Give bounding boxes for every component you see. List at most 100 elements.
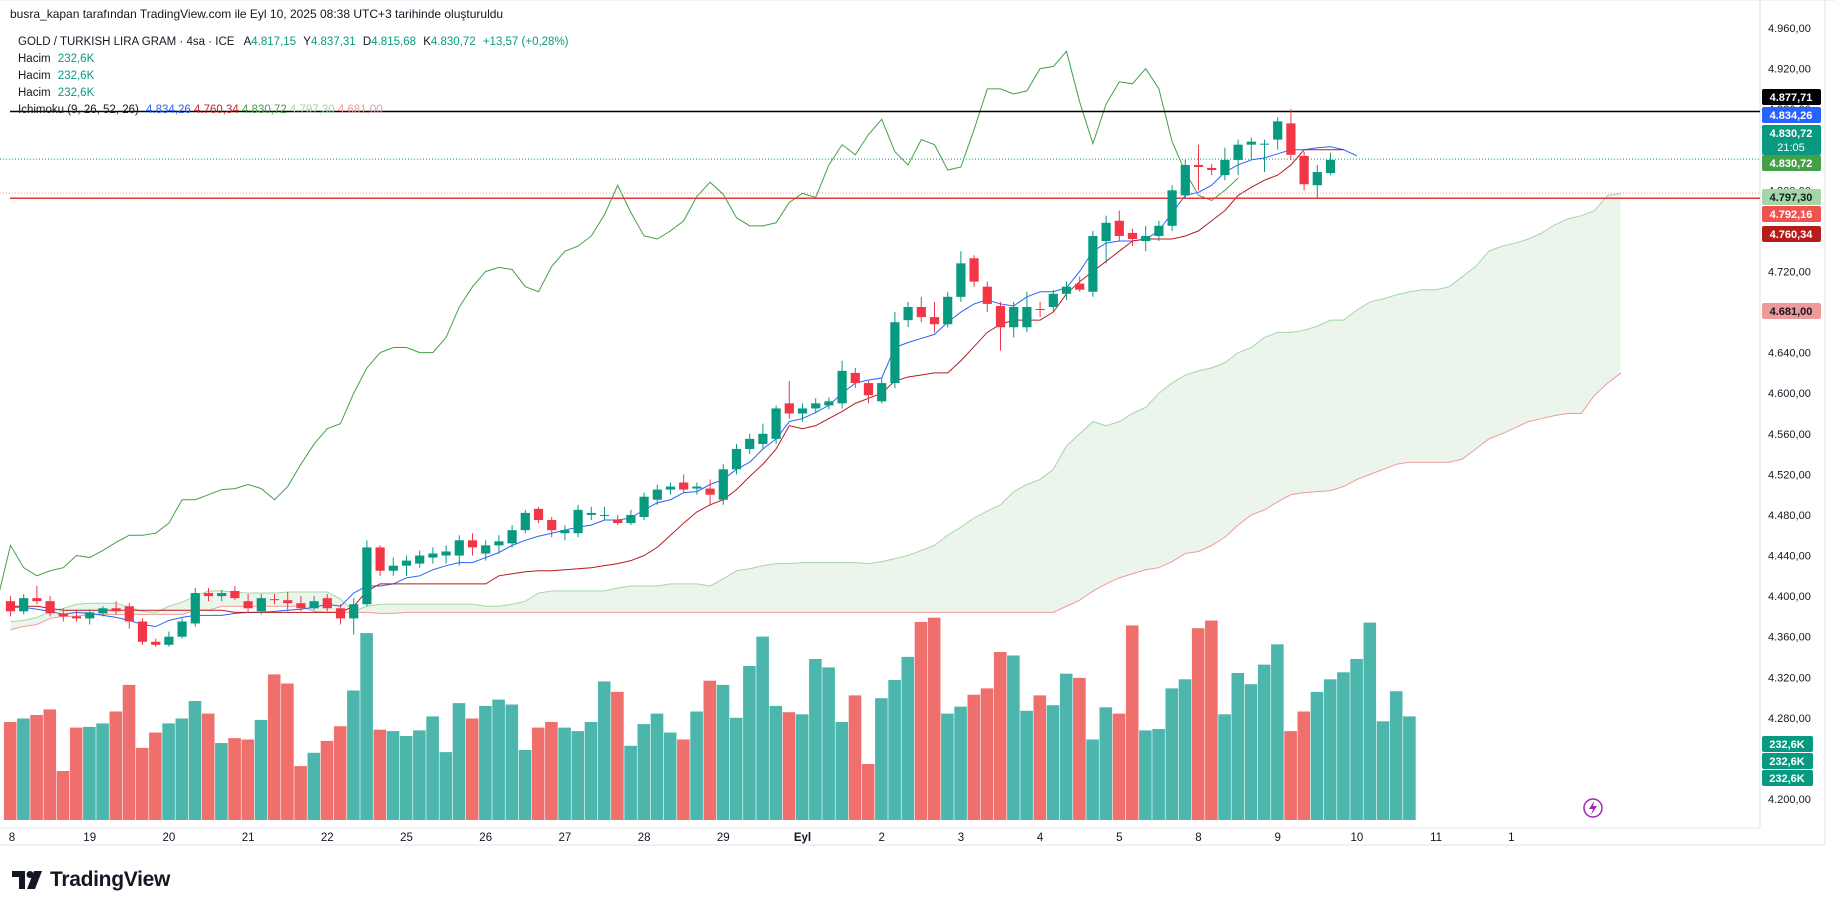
price-label: 4.797,30 [1762, 189, 1821, 205]
candle [5, 596, 16, 617]
candle-body [45, 601, 55, 614]
volume-bars [3, 617, 1416, 820]
price-label-background [1762, 125, 1821, 155]
candle-body [1312, 172, 1322, 186]
candle-body [151, 641, 161, 645]
legend-volume-row[interactable]: Hacim 232,6K [18, 85, 569, 102]
volume-bar [1363, 622, 1377, 820]
price-axis-tick-label: 4.320,00 [1768, 672, 1811, 684]
volume-bar [848, 695, 862, 820]
volume-bar [743, 666, 756, 820]
candle-body [560, 530, 570, 534]
ichimoku-chikou-value: 4.830,72 [241, 104, 287, 116]
legend-ichimoku-row[interactable]: Ichimoku (9, 26, 52, 26) 4.834,26 4.760,… [18, 102, 569, 119]
candle-body [349, 604, 359, 619]
volume-label[interactable]: Hacim [18, 87, 51, 99]
cloud-bullish-area [10, 193, 1621, 630]
low-label: D [362, 36, 372, 48]
candle-body [111, 608, 121, 612]
volume-bar [320, 740, 334, 820]
volume-bar [215, 743, 228, 820]
candle [415, 550, 425, 568]
price-axis-tick-label: 4.360,00 [1768, 632, 1811, 644]
volume-bar [439, 752, 453, 820]
candle-body [1259, 143, 1270, 145]
ichimoku-cloud [10, 193, 1621, 630]
volume-bar [452, 703, 466, 820]
candle [1299, 151, 1309, 191]
candle-body [1246, 141, 1256, 145]
volume-label: 232,6K [1762, 753, 1813, 769]
low-value: 4.815,68 [371, 36, 416, 48]
chart-legend[interactable]: GOLD / TURKISH LIRA GRAM · 4sa · ICE A4.… [18, 34, 569, 119]
price-label-text: 4.681,00 [1770, 306, 1813, 318]
lightning-icon[interactable] [1583, 798, 1603, 818]
candle [98, 606, 108, 617]
volume-bar [1284, 731, 1297, 820]
price-label: 4.681,00 [1762, 303, 1821, 320]
candle-body [32, 598, 42, 602]
candle [1141, 225, 1151, 252]
volume-label[interactable]: Hacim [18, 70, 51, 82]
volume-bar [914, 621, 928, 820]
legend-symbol-row[interactable]: GOLD / TURKISH LIRA GRAM · 4sa · ICE A4.… [18, 34, 569, 51]
candle [824, 397, 834, 410]
price-axis-tick-label: 4.920,00 [1768, 64, 1811, 76]
volume-bar [716, 684, 730, 820]
volume-value: 232,6K [57, 87, 95, 99]
volume-label[interactable]: Hacim [18, 53, 51, 65]
volume-bar [637, 724, 651, 820]
candle-body [203, 593, 214, 597]
candle [1009, 301, 1019, 338]
volume-bar [795, 714, 809, 820]
ichimoku-span-b-line [10, 372, 1622, 631]
candle-body [877, 383, 887, 402]
candle-body [1233, 144, 1243, 160]
volume-bar [1178, 679, 1192, 820]
time-axis-tick-label: 28 [638, 832, 651, 844]
candle-body [428, 553, 438, 558]
time-axis-tick-label: Eyl [794, 832, 811, 844]
volume-label: 232,6K [1762, 736, 1813, 752]
candle-body [797, 408, 808, 414]
price-label-text: 4.760,34 [1770, 229, 1814, 241]
time-axis-tick-label: 8 [9, 832, 15, 844]
volume-label: 232,6K [1762, 770, 1813, 786]
candle [718, 464, 728, 505]
price-axis-tick-label: 4.560,00 [1768, 429, 1811, 441]
candle [481, 540, 491, 561]
candle-body [1035, 309, 1045, 311]
candle-body [995, 305, 1006, 328]
volume-bar [1231, 673, 1245, 820]
volume-bar [109, 711, 123, 820]
candle-body [890, 322, 900, 384]
candle-body [758, 433, 768, 444]
candle [863, 381, 874, 404]
candle [573, 504, 583, 538]
tradingview-logo[interactable]: TradingView [12, 868, 170, 892]
price-label-text: 4.834,26 [1770, 110, 1813, 122]
candle [19, 594, 29, 615]
candle-body [5, 601, 16, 612]
time-axis-tick-label: 5 [1116, 832, 1122, 844]
candle-body [613, 520, 623, 524]
volume-bar [17, 718, 30, 820]
candle-body [824, 401, 834, 406]
candle-body [982, 286, 992, 304]
volume-bar [1257, 664, 1271, 820]
candle-body [520, 512, 530, 531]
candle-body [599, 514, 610, 516]
open-value: 4.817,15 [251, 36, 297, 48]
time-axis-tick-label: 11 [1430, 832, 1442, 844]
symbol-title[interactable]: GOLD / TURKISH LIRA GRAM · 4sa · ICE [18, 36, 235, 48]
legend-volume-row[interactable]: Hacim 232,6K [18, 68, 569, 85]
ichimoku-kijun-value: 4.760,34 [193, 104, 239, 116]
ichimoku-label[interactable]: Ichimoku (9, 26, 52, 26) [18, 104, 139, 116]
price-label-text: 4.830,72 [1770, 128, 1813, 140]
candle-body [626, 514, 636, 524]
volume-axis-labels: 232,6K 232,6K 232,6K [1762, 736, 1813, 786]
time-axis-tick-label: 4 [1037, 832, 1044, 844]
candle-body [335, 608, 346, 619]
legend-volume-row[interactable]: Hacim 232,6K [18, 51, 569, 68]
